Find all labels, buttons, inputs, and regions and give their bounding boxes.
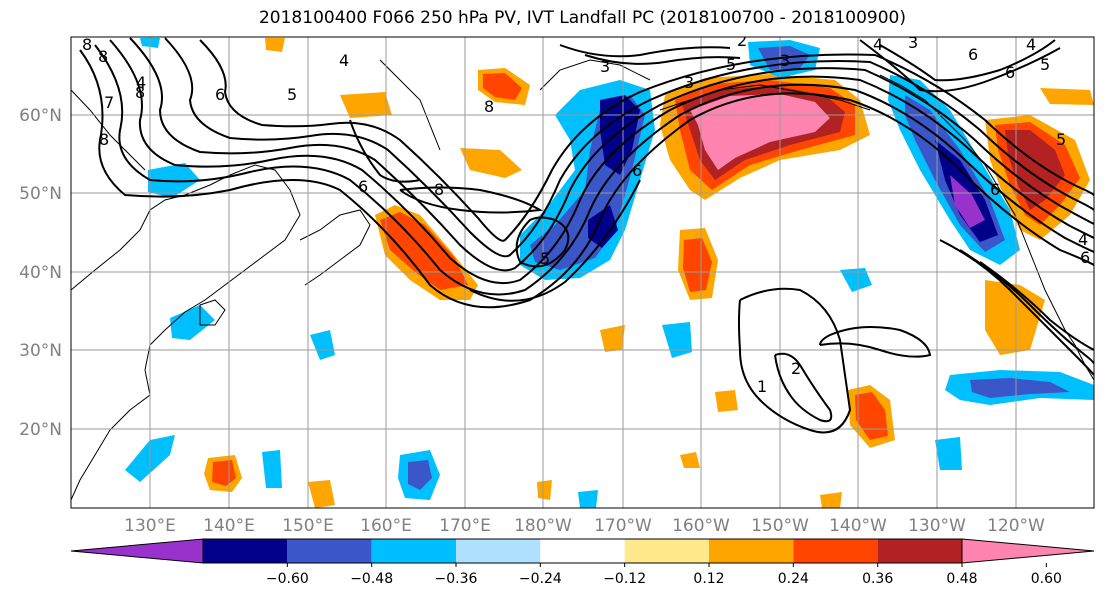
svg-text:8: 8 bbox=[135, 83, 145, 102]
lon-label: 150°W bbox=[751, 516, 809, 536]
svg-text:6: 6 bbox=[215, 85, 225, 104]
colorbar-label: 0.12 bbox=[693, 571, 724, 587]
lat-label: 30°N bbox=[19, 341, 62, 361]
svg-text:3: 3 bbox=[780, 51, 790, 70]
svg-text:8: 8 bbox=[434, 180, 444, 199]
svg-text:8: 8 bbox=[82, 35, 92, 54]
colorbar-swatch bbox=[624, 539, 709, 563]
lat-label: 50°N bbox=[19, 184, 62, 204]
svg-text:2: 2 bbox=[791, 359, 801, 378]
svg-text:6: 6 bbox=[1080, 248, 1090, 267]
lon-label: 150°E bbox=[282, 516, 334, 536]
colorbar-swatch bbox=[456, 539, 541, 563]
lat-label: 60°N bbox=[19, 106, 62, 126]
svg-text:1: 1 bbox=[757, 377, 767, 396]
lon-label: 160°W bbox=[672, 516, 730, 536]
colorbar-swatch bbox=[203, 539, 288, 563]
latitude-labels: 60°N 50°N 40°N 30°N 20°N bbox=[19, 106, 62, 440]
colorbar-swatch bbox=[540, 539, 625, 563]
svg-text:7: 7 bbox=[104, 93, 114, 112]
lat-label: 40°N bbox=[19, 263, 62, 283]
colorbar-outline bbox=[202, 538, 963, 564]
lon-label: 140°E bbox=[203, 516, 255, 536]
gridlines bbox=[71, 37, 1094, 508]
colorbar: −0.60 −0.48 −0.36 −0.24 −0.12 0.12 0.24 0.36 0.4… bbox=[70, 538, 1095, 587]
map-title: 2018100400 F066 250 hPa PV, IVT Landfall… bbox=[258, 8, 906, 28]
pv-contours bbox=[79, 37, 1094, 434]
colorbar-extend-low bbox=[70, 538, 204, 564]
colorbar-extend-high bbox=[961, 538, 1095, 564]
svg-text:6: 6 bbox=[632, 161, 642, 180]
svg-text:3: 3 bbox=[600, 57, 610, 76]
colorbar-label: −0.48 bbox=[350, 571, 393, 587]
lon-label: 170°W bbox=[594, 516, 652, 536]
colorbar-label: 0.48 bbox=[946, 571, 977, 587]
colorbar-swatch bbox=[877, 539, 962, 563]
svg-text:3: 3 bbox=[908, 33, 918, 52]
colorbar-label: −0.12 bbox=[603, 571, 646, 587]
svg-text:6: 6 bbox=[990, 180, 1000, 199]
svg-text:8: 8 bbox=[99, 130, 109, 149]
svg-text:5: 5 bbox=[726, 55, 736, 74]
colorbar-swatch bbox=[287, 539, 372, 563]
colorbar-label: 0.60 bbox=[1031, 571, 1062, 587]
lon-label: 140°W bbox=[829, 516, 887, 536]
svg-text:5: 5 bbox=[1056, 130, 1066, 149]
svg-text:6: 6 bbox=[968, 45, 978, 64]
svg-text:6: 6 bbox=[1005, 63, 1015, 82]
colorbar-label: −0.60 bbox=[266, 571, 309, 587]
lon-label: 160°E bbox=[360, 516, 412, 536]
lon-label: 130°E bbox=[124, 516, 176, 536]
colorbar-swatch bbox=[709, 539, 794, 563]
svg-text:5: 5 bbox=[1040, 55, 1050, 74]
colorbar-label: −0.24 bbox=[519, 571, 562, 587]
contour-labels: 8 6 5 6 8 8 6 8 3 4 2 3 4 5 6 5 6 4 3 5 … bbox=[82, 31, 1090, 396]
colorbar-swatch bbox=[793, 539, 878, 563]
svg-text:6: 6 bbox=[358, 177, 368, 196]
colorbar-label: −0.36 bbox=[435, 571, 478, 587]
svg-text:4: 4 bbox=[873, 35, 883, 54]
lon-label: 130°W bbox=[908, 516, 966, 536]
coastlines bbox=[71, 59, 1094, 501]
colorbar-label: 0.24 bbox=[778, 571, 809, 587]
lon-label: 120°W bbox=[987, 516, 1045, 536]
svg-text:4: 4 bbox=[1078, 230, 1088, 249]
svg-text:5: 5 bbox=[287, 85, 297, 104]
colorbar-swatch bbox=[371, 539, 456, 563]
lon-label: 180°W bbox=[514, 516, 572, 536]
map-frame bbox=[70, 36, 1095, 509]
svg-text:8: 8 bbox=[484, 97, 494, 116]
svg-text:4: 4 bbox=[339, 51, 349, 70]
svg-text:5: 5 bbox=[540, 249, 550, 268]
lat-label: 20°N bbox=[19, 420, 62, 440]
svg-text:3: 3 bbox=[684, 73, 694, 92]
svg-text:2: 2 bbox=[737, 31, 747, 50]
svg-text:4: 4 bbox=[136, 73, 146, 92]
longitude-labels: 130°E 140°E 150°E 160°E 170°E 180°W 170°… bbox=[124, 516, 1045, 536]
svg-text:4: 4 bbox=[1026, 35, 1036, 54]
svg-text:8: 8 bbox=[98, 47, 108, 66]
lon-label: 170°E bbox=[439, 516, 491, 536]
colorbar-label: 0.36 bbox=[862, 571, 893, 587]
